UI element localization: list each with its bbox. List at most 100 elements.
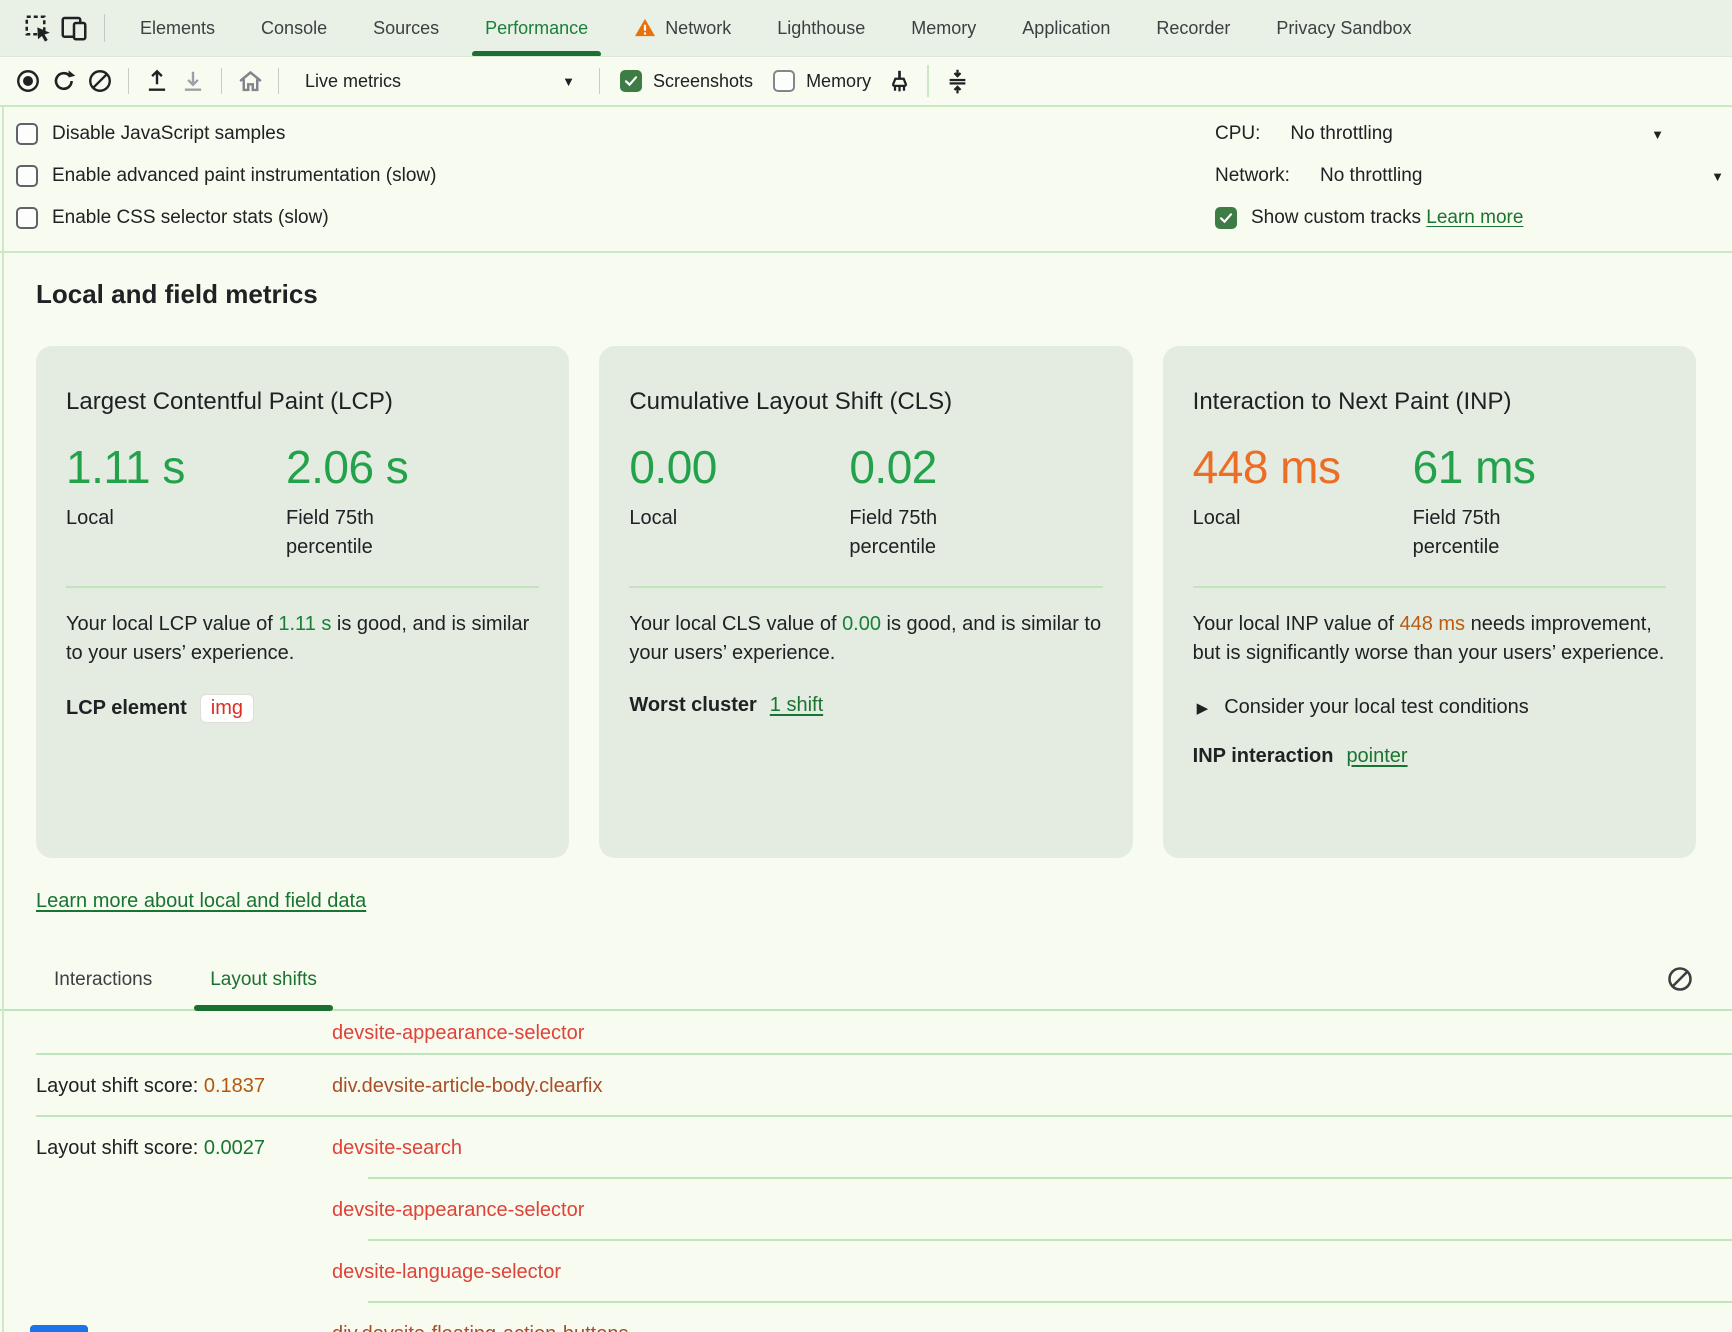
tab-performance[interactable]: Performance: [462, 0, 611, 56]
performance-toolbar: Live metrics ▼ Screenshots Memory: [0, 57, 1732, 107]
local-label: Local: [1192, 507, 1241, 529]
tab-console[interactable]: Console: [238, 0, 350, 56]
throttling-settings: CPU: No throttling ▼ Network: No throttl…: [1215, 113, 1724, 239]
unchecked-checkbox-icon: [16, 123, 38, 145]
worst-cluster-link[interactable]: 1 shift: [769, 694, 824, 716]
clear-icon[interactable]: [82, 63, 118, 99]
layout-shift-row[interactable]: devsite-appearance-selector: [0, 1011, 1732, 1055]
inp-card: Interaction to Next Paint (INP) 448 ms L…: [1162, 346, 1696, 858]
tab-application[interactable]: Application: [999, 0, 1133, 56]
card-divider: [629, 586, 1103, 588]
shift-element-link[interactable]: div.devsite-floating-action-buttons: [332, 1323, 628, 1332]
shift-element-link[interactable]: devsite-search: [332, 1136, 463, 1159]
record-icon[interactable]: [10, 63, 46, 99]
lcp-local-value: 1.11 s: [66, 441, 185, 493]
shift-element-link[interactable]: devsite-appearance-selector: [332, 1021, 585, 1044]
card-title: Interaction to Next Paint (INP): [1192, 388, 1512, 415]
scroll-indicator: [30, 1325, 88, 1332]
screenshots-checkbox[interactable]: Screenshots: [620, 70, 753, 92]
inspect-element-icon[interactable]: [20, 10, 56, 46]
view-mode-dropdown[interactable]: Live metrics ▼: [289, 71, 589, 92]
collapse-panel-icon[interactable]: [939, 63, 975, 99]
logs-tabbar: Interactions Layout shifts: [0, 951, 1732, 1011]
toolbar-divider: [599, 68, 600, 94]
shift-element-link[interactable]: div.devsite-article-body.clearfix: [332, 1074, 603, 1097]
checked-checkbox-icon: [1215, 207, 1237, 229]
checkbox-label: Enable advanced paint instrumentation (s…: [52, 165, 437, 186]
tab-label: Privacy Sandbox: [1276, 17, 1412, 38]
clear-log-icon[interactable]: [1666, 965, 1694, 993]
tab-interactions[interactable]: Interactions: [54, 969, 153, 990]
tab-label: Sources: [373, 17, 440, 38]
tab-network[interactable]: Network: [611, 0, 754, 56]
shift-element-link[interactable]: devsite-appearance-selector: [332, 1198, 585, 1221]
tab-elements[interactable]: Elements: [117, 0, 238, 56]
unchecked-checkbox-icon: [16, 207, 38, 229]
tab-sources[interactable]: Sources: [350, 0, 462, 56]
lcp-element-chip[interactable]: img: [199, 694, 255, 723]
layout-shift-row[interactable]: devsite-language-selector: [0, 1241, 1732, 1303]
inp-interaction-link[interactable]: pointer: [1346, 745, 1408, 767]
collect-garbage-icon[interactable]: [881, 63, 917, 99]
inp-description: Your local INP value of 448 ms needs imp…: [1192, 613, 1665, 664]
memory-checkbox[interactable]: Memory: [773, 70, 871, 92]
shift-element-link[interactable]: devsite-language-selector: [332, 1260, 562, 1283]
layout-shift-row[interactable]: Layout shift score: 0.0027 devsite-searc…: [0, 1117, 1732, 1179]
disable-js-samples-checkbox[interactable]: Disable JavaScript samples: [16, 113, 1732, 155]
capture-settings: Disable JavaScript samples Enable advanc…: [0, 107, 1732, 253]
learn-more-link[interactable]: Learn more: [1426, 207, 1524, 228]
memory-label: Memory: [806, 70, 872, 91]
upload-profile-icon[interactable]: [139, 63, 175, 99]
view-mode-value: Live metrics: [305, 70, 402, 91]
tab-layout-shifts[interactable]: Layout shifts: [194, 951, 333, 1011]
tab-privacy-sandbox[interactable]: Privacy Sandbox: [1253, 0, 1434, 56]
home-icon[interactable]: [232, 63, 268, 99]
cpu-throttling-select[interactable]: CPU: No throttling ▼: [1215, 113, 1716, 155]
tab-label: Recorder: [1156, 17, 1231, 38]
inp-local-value: 448 ms: [1192, 441, 1341, 493]
local-test-conditions-disclosure[interactable]: ▶ Consider your local test conditions: [1193, 696, 1666, 719]
tab-memory[interactable]: Memory: [888, 0, 999, 56]
local-label: Local: [629, 507, 678, 529]
tab-label: Application: [1022, 17, 1111, 38]
cpu-value: No throttling: [1290, 123, 1393, 144]
cls-field-value: 0.02: [849, 441, 937, 493]
tab-lighthouse[interactable]: Lighthouse: [754, 0, 888, 56]
field-label: Field 75th percentile: [849, 507, 938, 558]
lcp-field-value: 2.06 s: [286, 441, 409, 493]
toggle-device-toolbar-icon[interactable]: [56, 10, 92, 46]
network-throttling-select[interactable]: Network: No throttling ▼: [1215, 155, 1724, 197]
cls-card: Cumulative Layout Shift (CLS) 0.00 Local…: [599, 346, 1133, 858]
section-heading: Local and field metrics: [36, 279, 318, 309]
layout-shift-row[interactable]: div.devsite-floating-action-buttons: [0, 1303, 1732, 1332]
chevron-down-icon: ▼: [562, 73, 575, 89]
tab-recorder[interactable]: Recorder: [1133, 0, 1253, 56]
shift-score-value: 0.0027: [203, 1136, 266, 1159]
toolbar-divider: [221, 68, 222, 94]
card-title: Largest Contentful Paint (LCP): [66, 388, 393, 415]
chevron-down-icon: ▼: [1711, 168, 1724, 184]
css-selector-stats-checkbox[interactable]: Enable CSS selector stats (slow): [16, 197, 1732, 239]
tab-label: Elements: [140, 17, 216, 38]
advanced-paint-instrumentation-checkbox[interactable]: Enable advanced paint instrumentation (s…: [16, 155, 1732, 197]
cls-description: Your local CLS value of 0.00 is good, an…: [629, 613, 1102, 664]
show-custom-tracks-checkbox[interactable]: Show custom tracks Learn more: [1215, 197, 1716, 239]
triangle-right-icon: ▶: [1196, 699, 1209, 717]
inp-field-value: 61 ms: [1412, 441, 1536, 493]
devtools-tabbar: Elements Console Sources Performance Net…: [0, 0, 1732, 57]
layout-shift-row[interactable]: Layout shift score: 0.1837 div.devsite-a…: [0, 1055, 1732, 1117]
card-title: Cumulative Layout Shift (CLS): [629, 388, 953, 415]
learn-more-field-data-link[interactable]: Learn more about local and field data: [36, 890, 367, 912]
tab-label: Memory: [911, 17, 977, 38]
download-profile-icon[interactable]: [175, 63, 211, 99]
warning-icon: [634, 18, 656, 38]
unchecked-checkbox-icon: [773, 70, 796, 92]
layout-shift-row[interactable]: devsite-appearance-selector: [0, 1179, 1732, 1241]
screenshots-label: Screenshots: [653, 70, 754, 91]
tab-label: Network: [665, 17, 732, 38]
lcp-element-label: LCP element: [66, 697, 187, 719]
tab-label: Lighthouse: [777, 17, 866, 38]
tabbar-divider: [104, 14, 105, 42]
toolbar-divider: [278, 68, 279, 94]
reload-record-icon[interactable]: [46, 63, 82, 99]
